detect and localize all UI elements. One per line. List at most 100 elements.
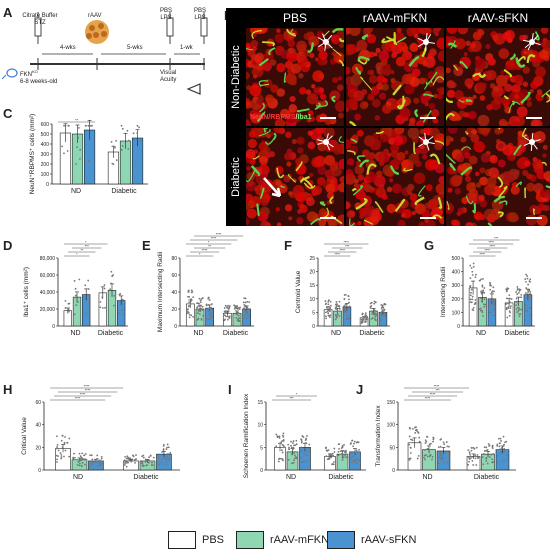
- y-tick-label: 20: [171, 307, 177, 313]
- data-point: [78, 452, 81, 455]
- data-point: [99, 306, 102, 309]
- data-point: [188, 295, 191, 298]
- data-point: [355, 449, 358, 452]
- data-point: [295, 456, 297, 458]
- data-point: [489, 298, 492, 300]
- data-point: [167, 453, 169, 455]
- data-point: [481, 285, 484, 288]
- data-point: [429, 454, 431, 457]
- data-point: [238, 317, 241, 319]
- data-point: [112, 145, 115, 148]
- microglia-trace-icon: [317, 33, 333, 51]
- data-point: [526, 277, 529, 280]
- data-point: [482, 315, 484, 317]
- timeline-age: 6-8 weeks-old: [20, 79, 58, 85]
- y-tick-label: 40: [171, 290, 177, 296]
- data-point: [489, 284, 491, 287]
- data-point: [373, 300, 376, 303]
- data-point: [125, 460, 128, 462]
- data-point: [506, 454, 509, 457]
- data-point: [330, 456, 333, 459]
- data-point: [327, 300, 330, 303]
- data-point: [168, 457, 171, 460]
- sig-label: ****: [430, 393, 436, 397]
- data-point: [302, 436, 305, 438]
- data-point: [210, 316, 213, 319]
- data-point: [210, 312, 213, 315]
- data-point: [205, 303, 208, 306]
- data-point: [482, 453, 485, 456]
- data-point: [91, 124, 93, 127]
- data-point: [505, 297, 508, 300]
- data-point: [518, 313, 520, 315]
- data-point: [486, 449, 488, 452]
- data-point: [332, 454, 335, 457]
- data-point: [207, 304, 210, 306]
- data-point: [128, 459, 131, 461]
- data-point: [369, 307, 372, 309]
- data-point: [356, 462, 358, 465]
- data-point: [499, 437, 502, 440]
- data-point: [490, 453, 493, 456]
- x-group-label: Diabetic: [98, 330, 124, 337]
- data-point: [300, 438, 303, 441]
- data-point: [483, 298, 486, 301]
- micro-image-tile: [246, 128, 344, 226]
- data-point: [524, 278, 527, 280]
- data-point: [60, 439, 63, 442]
- data-point: [488, 456, 491, 459]
- data-point: [491, 290, 494, 293]
- data-point: [225, 315, 227, 318]
- data-point: [76, 464, 79, 466]
- y-tick-label: 400: [41, 142, 50, 148]
- data-point: [439, 454, 442, 456]
- data-point: [300, 441, 303, 444]
- data-point: [428, 448, 431, 451]
- data-point: [438, 456, 441, 459]
- data-point: [88, 301, 90, 304]
- data-point: [524, 310, 527, 313]
- y-tick-label: 300: [41, 152, 50, 158]
- data-point: [80, 459, 82, 462]
- data-point: [68, 310, 70, 313]
- data-point: [352, 445, 355, 448]
- data-point: [145, 464, 148, 467]
- timeline-raav-label: rAAV: [88, 13, 102, 19]
- data-point: [431, 455, 434, 458]
- data-point: [95, 458, 98, 460]
- data-point: [338, 305, 341, 308]
- data-point: [520, 308, 523, 311]
- sig-label: **: [75, 119, 78, 123]
- data-point: [529, 292, 532, 295]
- data-point: [131, 459, 133, 462]
- data-point: [84, 296, 87, 299]
- data-point: [474, 457, 477, 460]
- data-point: [493, 314, 496, 317]
- data-point: [525, 292, 527, 294]
- data-point: [485, 459, 488, 462]
- data-point: [223, 314, 226, 317]
- data-point: [237, 317, 240, 320]
- data-point: [375, 312, 377, 315]
- data-point: [275, 445, 278, 448]
- data-point: [57, 455, 59, 458]
- data-point: [227, 304, 229, 307]
- data-point: [199, 309, 202, 312]
- data-point: [165, 448, 168, 451]
- data-point: [492, 453, 495, 455]
- data-point: [281, 434, 284, 437]
- data-point: [439, 445, 442, 448]
- data-point: [432, 440, 434, 443]
- data-point: [373, 312, 376, 314]
- y-tick-label: 20: [35, 445, 41, 451]
- data-point: [343, 298, 346, 300]
- data-point: [304, 447, 307, 450]
- data-point: [120, 148, 123, 151]
- data-point: [196, 302, 198, 304]
- timeline-pbs-lps-2: PBS LPS: [194, 8, 207, 21]
- sig-label: *: [296, 393, 298, 397]
- virus-icon: [85, 20, 109, 44]
- data-point: [508, 294, 511, 297]
- data-point: [100, 457, 103, 460]
- data-point: [347, 295, 350, 297]
